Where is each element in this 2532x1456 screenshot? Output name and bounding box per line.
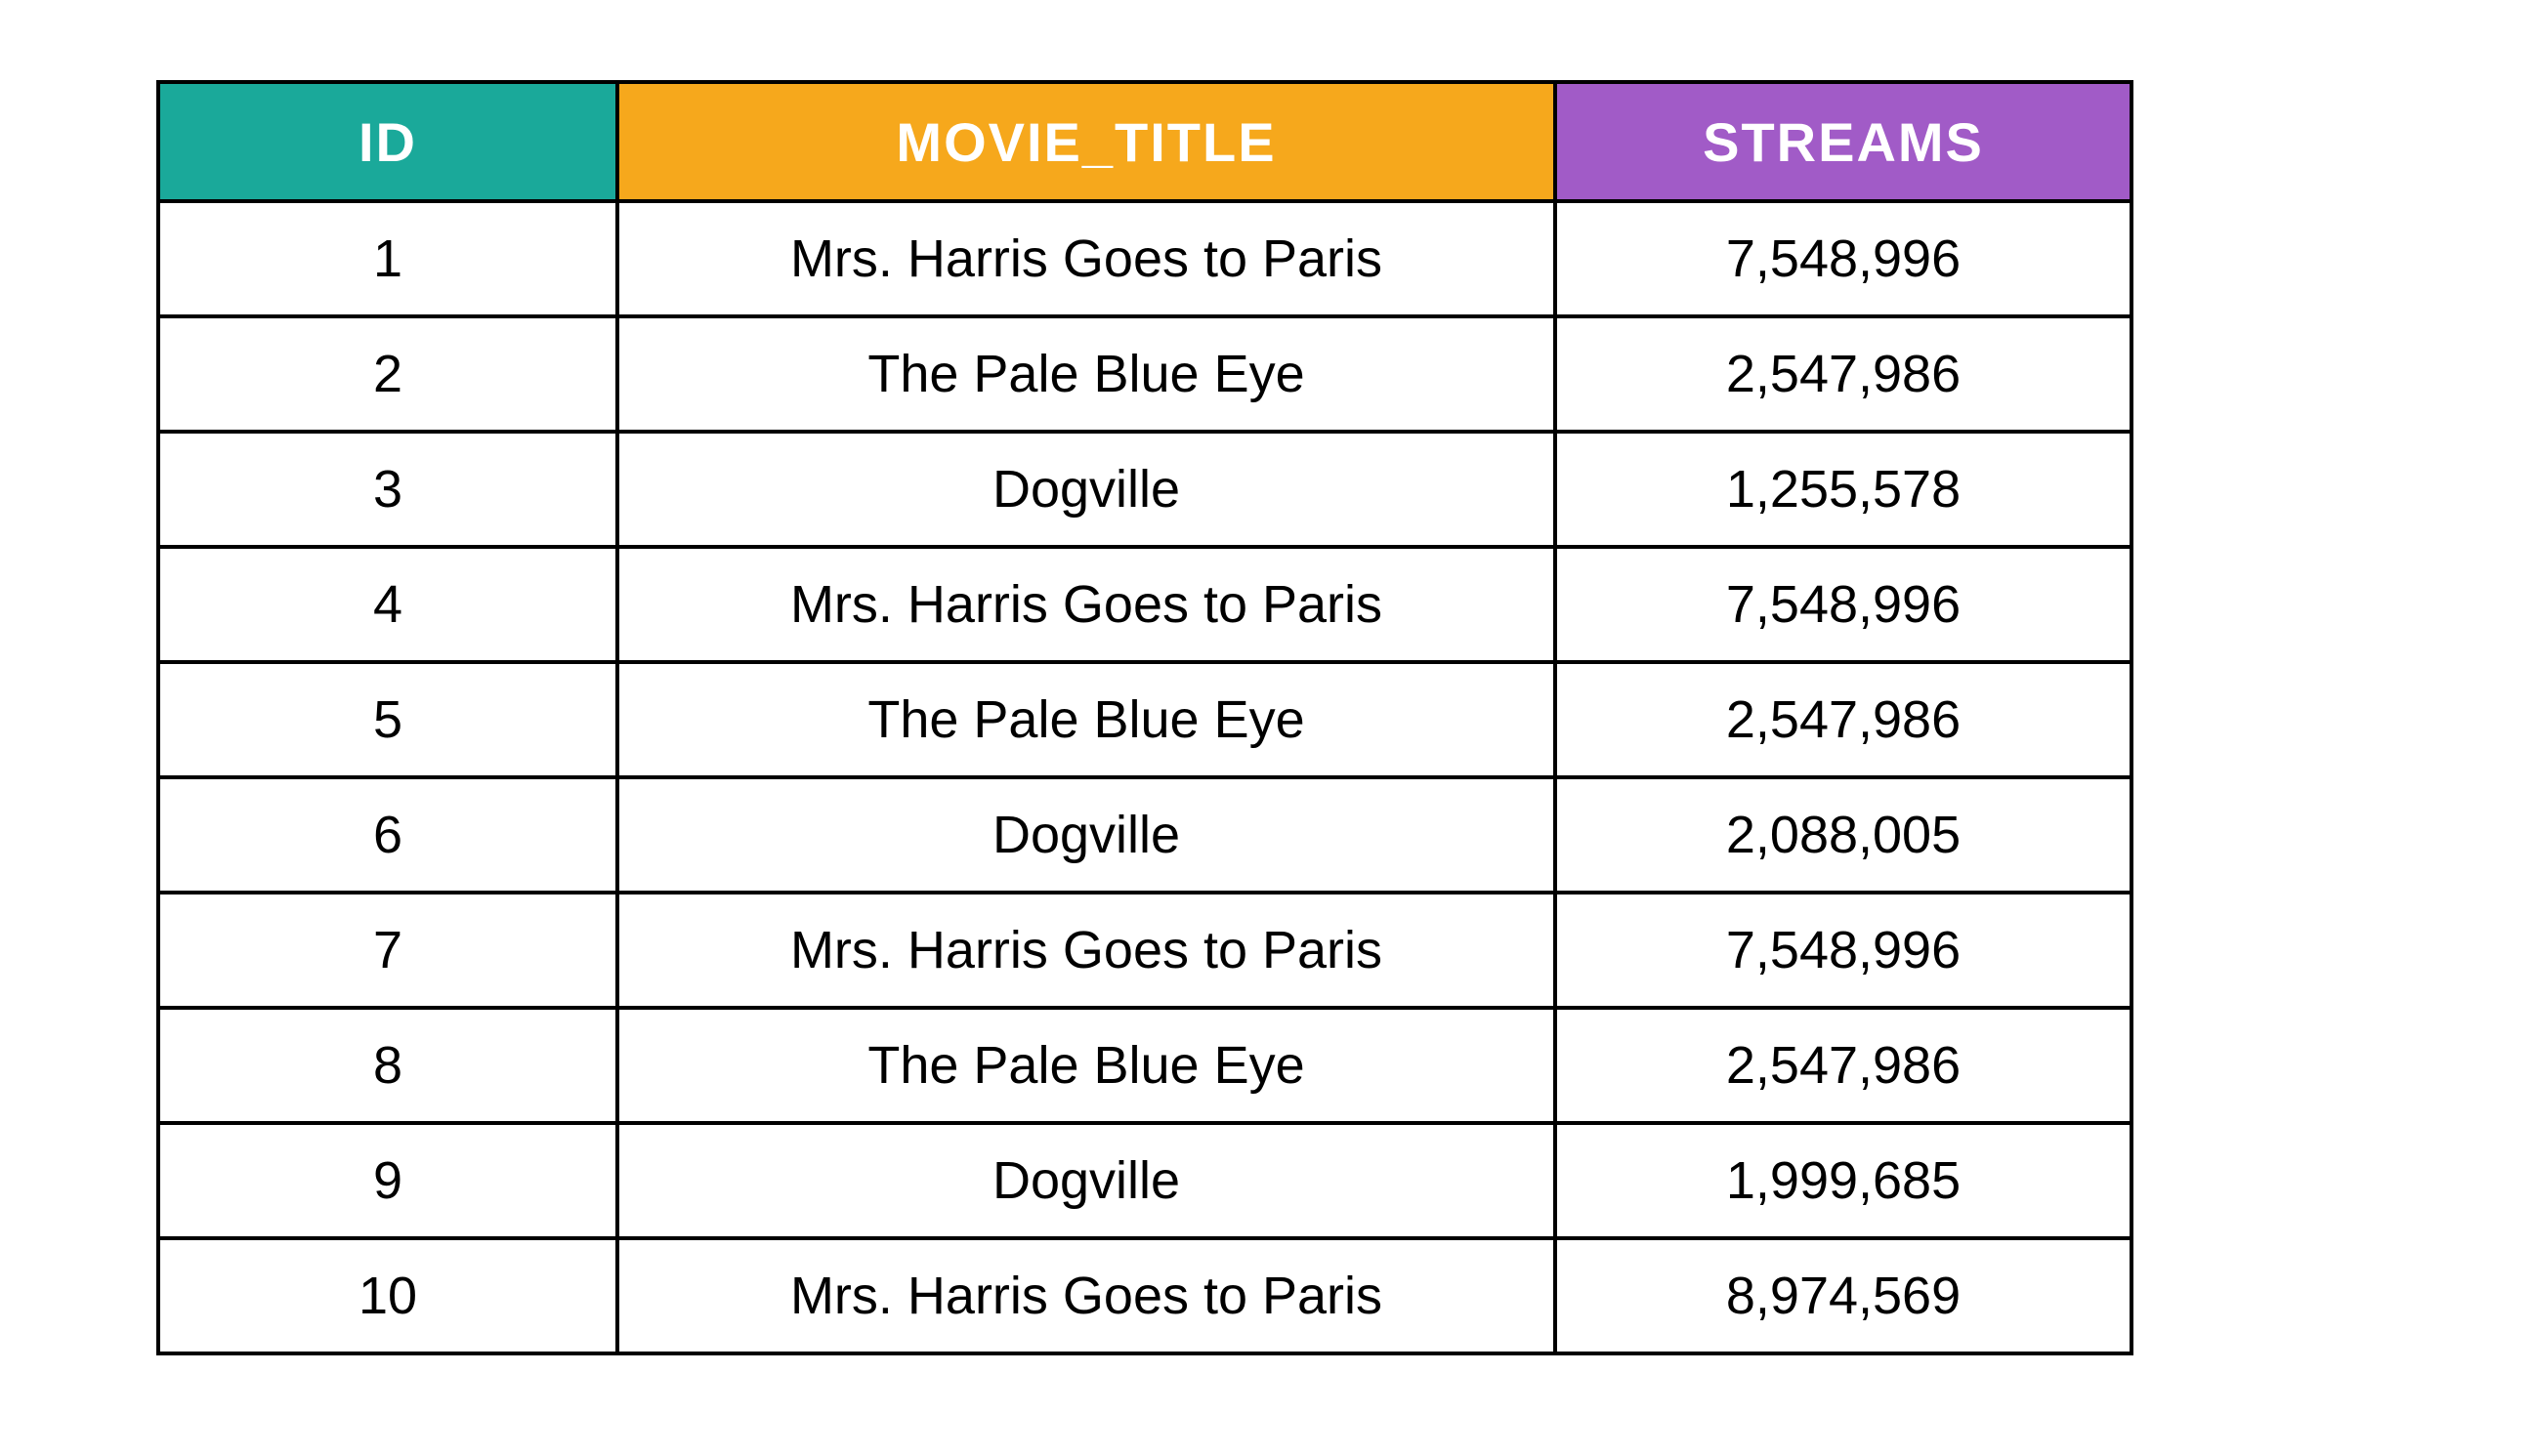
cell-movie-title: The Pale Blue Eye	[617, 1008, 1555, 1123]
cell-streams: 1,255,578	[1555, 432, 2131, 547]
movies-table-body: 1 Mrs. Harris Goes to Paris 7,548,996 2 …	[158, 201, 2131, 1353]
movies-table: ID MOVIE_TITLE STREAMS 1 Mrs. Harris Goe…	[156, 80, 2133, 1355]
cell-id: 10	[158, 1238, 617, 1353]
cell-streams: 7,548,996	[1555, 201, 2131, 316]
cell-movie-title: Mrs. Harris Goes to Paris	[617, 1238, 1555, 1353]
table-row: 7 Mrs. Harris Goes to Paris 7,548,996	[158, 893, 2131, 1008]
movies-table-head: ID MOVIE_TITLE STREAMS	[158, 82, 2131, 201]
cell-id: 6	[158, 777, 617, 893]
cell-id: 1	[158, 201, 617, 316]
table-row: 5 The Pale Blue Eye 2,547,986	[158, 662, 2131, 777]
header-movie-title: MOVIE_TITLE	[617, 82, 1555, 201]
cell-id: 8	[158, 1008, 617, 1123]
cell-movie-title: Mrs. Harris Goes to Paris	[617, 893, 1555, 1008]
page-canvas: ID MOVIE_TITLE STREAMS 1 Mrs. Harris Goe…	[0, 0, 2532, 1456]
table-row: 4 Mrs. Harris Goes to Paris 7,548,996	[158, 547, 2131, 662]
header-streams: STREAMS	[1555, 82, 2131, 201]
cell-id: 7	[158, 893, 617, 1008]
cell-streams: 2,088,005	[1555, 777, 2131, 893]
header-row: ID MOVIE_TITLE STREAMS	[158, 82, 2131, 201]
cell-movie-title: Dogville	[617, 777, 1555, 893]
cell-id: 2	[158, 316, 617, 432]
cell-movie-title: Dogville	[617, 432, 1555, 547]
table-row: 2 The Pale Blue Eye 2,547,986	[158, 316, 2131, 432]
table-row: 1 Mrs. Harris Goes to Paris 7,548,996	[158, 201, 2131, 316]
cell-streams: 1,999,685	[1555, 1123, 2131, 1238]
cell-id: 4	[158, 547, 617, 662]
table-row: 3 Dogville 1,255,578	[158, 432, 2131, 547]
header-id: ID	[158, 82, 617, 201]
table-row: 9 Dogville 1,999,685	[158, 1123, 2131, 1238]
table-row: 8 The Pale Blue Eye 2,547,986	[158, 1008, 2131, 1123]
cell-streams: 2,547,986	[1555, 1008, 2131, 1123]
cell-movie-title: The Pale Blue Eye	[617, 316, 1555, 432]
cell-streams: 2,547,986	[1555, 662, 2131, 777]
cell-movie-title: Mrs. Harris Goes to Paris	[617, 547, 1555, 662]
cell-id: 5	[158, 662, 617, 777]
table-row: 6 Dogville 2,088,005	[158, 777, 2131, 893]
cell-movie-title: Mrs. Harris Goes to Paris	[617, 201, 1555, 316]
cell-movie-title: Dogville	[617, 1123, 1555, 1238]
cell-streams: 7,548,996	[1555, 547, 2131, 662]
cell-movie-title: The Pale Blue Eye	[617, 662, 1555, 777]
cell-streams: 2,547,986	[1555, 316, 2131, 432]
table-row: 10 Mrs. Harris Goes to Paris 8,974,569	[158, 1238, 2131, 1353]
movies-table-wrap: ID MOVIE_TITLE STREAMS 1 Mrs. Harris Goe…	[156, 80, 2133, 1355]
cell-id: 9	[158, 1123, 617, 1238]
cell-streams: 8,974,569	[1555, 1238, 2131, 1353]
cell-id: 3	[158, 432, 617, 547]
cell-streams: 7,548,996	[1555, 893, 2131, 1008]
